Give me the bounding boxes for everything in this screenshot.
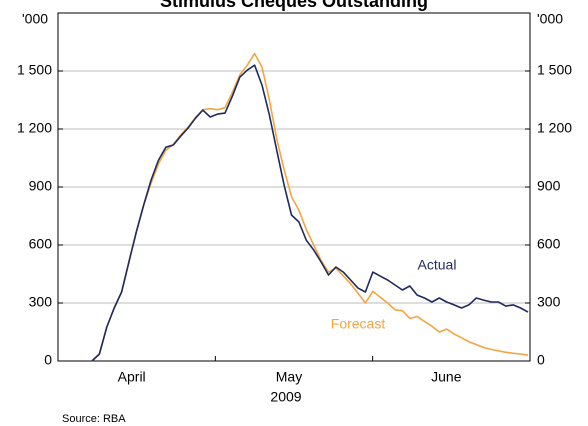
y-tick-label: 1 200	[17, 120, 52, 136]
y-tick-label: 900	[29, 178, 53, 194]
series-line	[91, 64, 529, 362]
y-tick-label-right: 900	[537, 178, 561, 194]
y-tick-label-right: 0	[537, 352, 545, 368]
y-tick-label: 1 500	[17, 62, 52, 78]
y-unit-left: '000	[22, 11, 48, 27]
x-tick-label: June	[431, 369, 462, 385]
x-tick-label: May	[276, 369, 302, 385]
x-tick-label: April	[118, 369, 146, 385]
y-tick-label-right: 1 200	[537, 120, 572, 136]
x-sublabel: 2009	[270, 389, 301, 405]
chart-title: Stimulus Cheques Outstanding	[160, 0, 428, 11]
source: Source: RBA	[62, 413, 126, 425]
series-line	[91, 52, 529, 362]
plot-frame	[57, 12, 531, 362]
y-tick-label: 600	[29, 236, 53, 252]
y-unit-right: '000	[537, 11, 563, 27]
y-tick-label-right: 300	[537, 294, 561, 310]
series-label: Actual	[418, 257, 457, 273]
y-tick-label: 300	[29, 294, 53, 310]
y-tick-label: 0	[44, 352, 52, 368]
y-tick-label-right: 600	[537, 236, 561, 252]
y-tick-label-right: 1 500	[537, 62, 572, 78]
series-label: Forecast	[331, 316, 386, 332]
